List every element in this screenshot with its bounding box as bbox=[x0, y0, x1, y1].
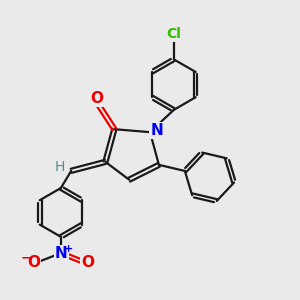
Text: +: + bbox=[64, 244, 73, 254]
Text: N: N bbox=[150, 123, 163, 138]
Text: O: O bbox=[90, 91, 103, 106]
Text: H: H bbox=[55, 160, 65, 174]
Text: N: N bbox=[55, 246, 68, 261]
Text: −: − bbox=[21, 252, 31, 265]
Text: O: O bbox=[81, 255, 94, 270]
Text: O: O bbox=[28, 255, 40, 270]
Text: Cl: Cl bbox=[166, 27, 181, 41]
